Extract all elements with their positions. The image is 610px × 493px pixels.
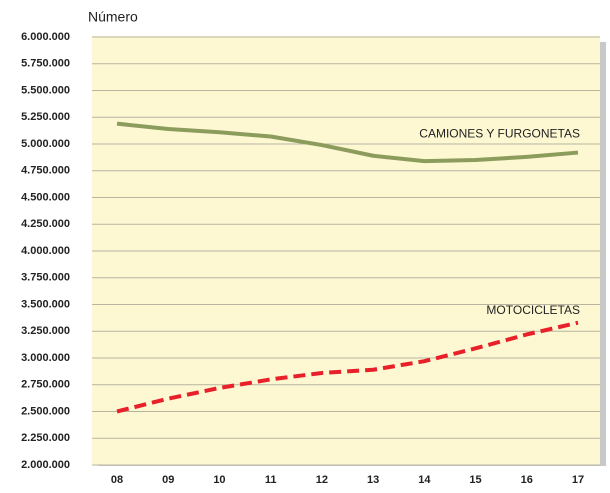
y-tick-label: 6.000.000: [21, 31, 70, 43]
y-tick-label: 5.750.000: [21, 58, 70, 70]
y-tick-label: 2.500.000: [21, 405, 70, 417]
y-tick-label: 4.250.000: [21, 218, 70, 230]
y-tick-label: 5.500.000: [21, 84, 70, 96]
series-label: MOTOCICLETAS: [486, 303, 580, 317]
series-line: [116, 320, 579, 414]
x-tick-label: 08: [111, 474, 123, 486]
y-tick-label: 3.500.000: [21, 298, 70, 310]
x-tick-label: 13: [367, 474, 379, 486]
y-tick-label: 2.000.000: [21, 459, 70, 471]
y-tick-label: 2.750.000: [21, 379, 70, 391]
y-tick-label: 3.750.000: [21, 272, 70, 284]
y-axis-label: Número: [88, 9, 138, 25]
x-tick-label: 11: [265, 474, 277, 486]
series-line: [116, 121, 579, 164]
x-tick-label: 16: [521, 474, 533, 486]
y-tick-label: 2.250.000: [21, 432, 70, 444]
x-tick-label: 14: [418, 474, 431, 486]
x-tick-label: 15: [469, 474, 481, 486]
y-tick-label: 3.000.000: [21, 352, 70, 364]
y-tick-label: 4.750.000: [21, 165, 70, 177]
x-tick-label: 12: [316, 474, 328, 486]
y-tick-label: 4.000.000: [21, 245, 70, 257]
y-tick-label: 5.000.000: [21, 138, 70, 150]
x-tick-label: 17: [572, 474, 584, 486]
x-tick-label: 10: [213, 474, 225, 486]
y-tick-label: 3.250.000: [21, 325, 70, 337]
series-label: CAMIONES Y FURGONETAS: [419, 127, 580, 141]
y-tick-label: 4.500.000: [21, 191, 70, 203]
x-tick-label: 09: [162, 474, 174, 486]
y-tick-label: 5.250.000: [21, 111, 70, 123]
